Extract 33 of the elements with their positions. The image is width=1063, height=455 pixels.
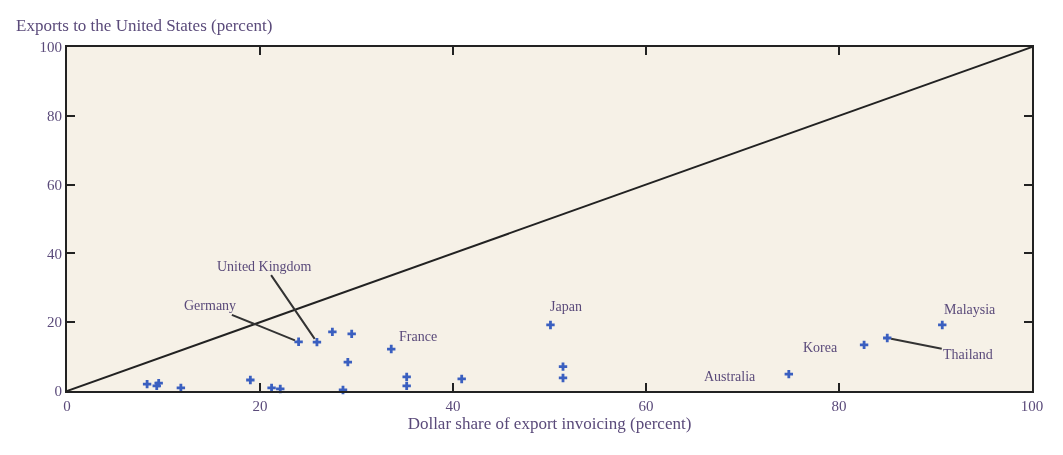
point <box>457 374 466 384</box>
y-tick-label: 20 <box>47 314 62 331</box>
y-tick-label: 60 <box>47 176 62 193</box>
x-tick-label: 20 <box>252 398 268 414</box>
point <box>402 372 411 382</box>
annotation: Australia <box>704 369 757 384</box>
point <box>294 337 303 347</box>
y-tick-label: 0 <box>54 383 62 400</box>
annotation: Japan <box>550 299 582 314</box>
x-axis-title: Dollar share of export invoicing (percent) <box>407 414 692 433</box>
y-tick-label: 80 <box>47 108 62 125</box>
annotation: Thailand <box>943 347 993 362</box>
annotation: Malaysia <box>944 302 997 317</box>
point <box>328 327 337 337</box>
point <box>246 375 255 385</box>
point <box>343 357 353 367</box>
y-tick-label: 100 <box>39 39 62 56</box>
point <box>558 362 568 371</box>
point <box>347 329 356 339</box>
x-tick-label: 100 <box>1020 398 1044 414</box>
y-axis-title: Exports to the United States (percent) <box>16 16 273 35</box>
x-tick-label: 60 <box>638 398 654 414</box>
point <box>402 381 411 391</box>
annotation: Germany <box>184 298 237 313</box>
annotation: France <box>399 329 438 344</box>
y-tick-label: 40 <box>47 245 62 262</box>
point <box>784 369 794 379</box>
point <box>546 320 555 330</box>
x-tick-label: 80 <box>831 398 847 414</box>
annotation: United Kingdom <box>217 259 312 274</box>
point <box>142 379 152 389</box>
x-tick-label: 40 <box>445 398 461 414</box>
annotation: Korea <box>803 340 838 355</box>
